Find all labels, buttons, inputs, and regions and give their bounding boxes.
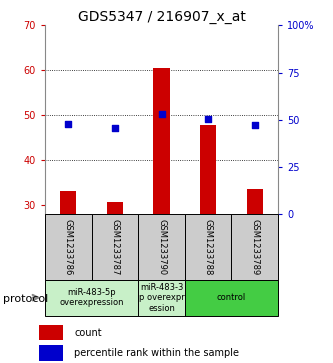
Title: GDS5347 / 216907_x_at: GDS5347 / 216907_x_at — [78, 11, 245, 24]
Text: miR-483-3
p overexpr
ession: miR-483-3 p overexpr ession — [139, 283, 184, 313]
Bar — [107, 201, 123, 214]
Text: GSM1233790: GSM1233790 — [157, 219, 166, 275]
Text: control: control — [217, 293, 246, 302]
Bar — [200, 125, 216, 214]
Bar — [185, 280, 278, 316]
Text: GSM1233788: GSM1233788 — [203, 219, 213, 275]
Bar — [138, 280, 185, 316]
Text: GSM1233786: GSM1233786 — [64, 219, 73, 275]
Point — [159, 111, 164, 117]
Bar — [39, 325, 63, 340]
Bar — [185, 214, 231, 280]
Text: GSM1233787: GSM1233787 — [110, 219, 120, 275]
Bar — [246, 189, 263, 214]
Bar — [154, 68, 170, 214]
Bar — [45, 280, 138, 316]
Point — [205, 116, 211, 122]
Bar — [60, 191, 77, 214]
Bar — [39, 345, 63, 361]
Point — [252, 122, 257, 127]
Bar — [45, 214, 92, 280]
Bar — [138, 214, 185, 280]
Point — [66, 121, 71, 126]
Text: count: count — [74, 327, 102, 338]
Point — [112, 125, 118, 131]
Text: miR-483-5p
overexpression: miR-483-5p overexpression — [59, 288, 124, 307]
Bar — [92, 214, 138, 280]
Text: GSM1233789: GSM1233789 — [250, 219, 259, 275]
Text: protocol: protocol — [3, 294, 49, 305]
Bar — [231, 214, 278, 280]
Text: percentile rank within the sample: percentile rank within the sample — [74, 348, 239, 358]
